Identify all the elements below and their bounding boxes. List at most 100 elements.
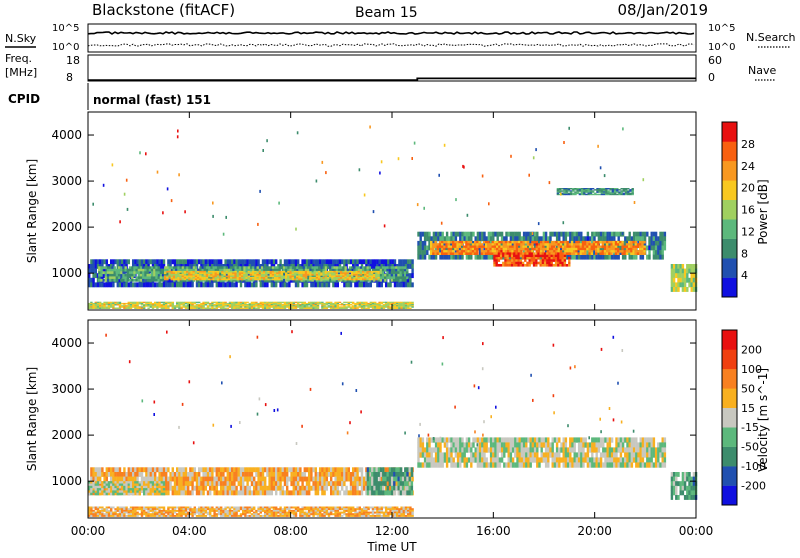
heatmap-cell [628,250,630,253]
heatmap-cell [578,232,580,237]
heatmap-cell [90,308,92,310]
heatmap-cell [215,274,217,276]
heatmap-cell [293,490,295,495]
heatmap-cell [450,241,452,244]
heatmap-cell [396,308,398,310]
heatmap-cell [463,248,465,251]
heatmap-cell [569,236,571,241]
heatmap-cell [459,246,461,249]
heatmap-cell [321,259,323,264]
heatmap-cell [213,490,215,495]
heatmap-cell [180,308,182,310]
heatmap-cell [158,467,160,472]
heatmap-cell [279,308,281,310]
heatmap-cell [586,243,588,246]
heatmap-cell [465,246,467,249]
heatmap-cell [653,255,655,260]
heatmap-cell [92,278,94,283]
heatmap-cell [479,232,481,237]
heatmap-cell [536,232,538,237]
heatmap-cell [100,279,102,282]
heatmap-cell [389,308,391,310]
heatmap-cell [134,467,136,472]
heatmap-cell [265,274,267,276]
heatmap-cell [556,236,558,241]
scatter-echo [384,224,386,227]
heatmap-cell [349,271,351,273]
heatmap-cell [255,305,257,307]
heatmap-cell [207,303,209,305]
scatter-echo [549,181,551,184]
heatmap-cell [119,472,121,477]
heatmap-cell [409,259,411,264]
heatmap-cell [558,232,560,237]
heatmap-cell [369,266,371,269]
heatmap-cell [125,472,127,477]
heatmap-cell [166,271,168,273]
freq-tick-bottom: 8 [66,71,73,84]
heatmap-cell [507,252,509,255]
heatmap-cell [624,246,626,249]
heatmap-cell [477,232,479,237]
scatter-echo [604,174,606,177]
heatmap-cell [153,271,155,274]
heatmap-cell [644,236,646,241]
heatmap-cell [305,274,307,276]
heatmap-cell [222,490,224,495]
heatmap-cell [522,252,524,255]
heatmap-cell [197,271,199,273]
heatmap-cell [327,274,329,276]
heatmap-cell [400,308,402,310]
heatmap-cell [546,257,548,260]
heatmap-cell [496,264,498,267]
heatmap-cell [227,308,229,310]
heatmap-cell [487,248,489,251]
heatmap-cell [516,232,518,237]
heatmap-cell [287,266,289,269]
heatmap-cell [261,274,263,276]
heatmap-cell [253,477,255,482]
heatmap-cell [210,279,212,281]
heatmap-cell [246,472,248,477]
heatmap-cell [90,282,92,287]
heatmap-cell [219,276,221,278]
heatmap-cell [595,248,597,251]
heatmap-cell [483,252,485,255]
heatmap-cell [509,243,511,246]
heatmap-cell [202,259,204,264]
heatmap-cell [551,264,553,267]
heatmap-cell [288,467,290,472]
heatmap-cell [277,486,279,491]
heatmap-cell [503,248,505,251]
scatter-echo [369,126,371,129]
heatmap-cell [282,308,284,310]
heatmap-cell [118,266,120,269]
heatmap-cell [367,266,369,269]
heatmap-cell [142,269,144,272]
heatmap-cell [147,266,149,269]
heatmap-cell [305,279,307,281]
heatmap-cell [161,467,163,472]
heatmap-cell [138,269,140,272]
heatmap-cell [158,276,160,279]
heatmap-cell [632,241,634,244]
heatmap-cell [500,257,502,260]
heatmap-cell [531,252,533,255]
heatmap-cell [158,279,160,282]
heatmap-cell [242,477,244,482]
heatmap-cell [304,467,306,472]
heatmap-cell [329,266,331,269]
heatmap-cell [155,269,157,272]
heatmap-cell [290,259,292,264]
heatmap-cell [507,262,509,265]
heatmap-cell [185,477,187,482]
heatmap-cell [522,264,524,267]
heatmap-cell [172,472,174,477]
heatmap-cell [635,236,637,241]
station-title: Blackstone (fitACF) [92,1,235,19]
heatmap-cell [283,271,285,273]
heatmap-cell [229,490,231,495]
heatmap-cell [180,486,182,491]
heatmap-cell [169,477,171,482]
heatmap-cell [531,246,533,249]
